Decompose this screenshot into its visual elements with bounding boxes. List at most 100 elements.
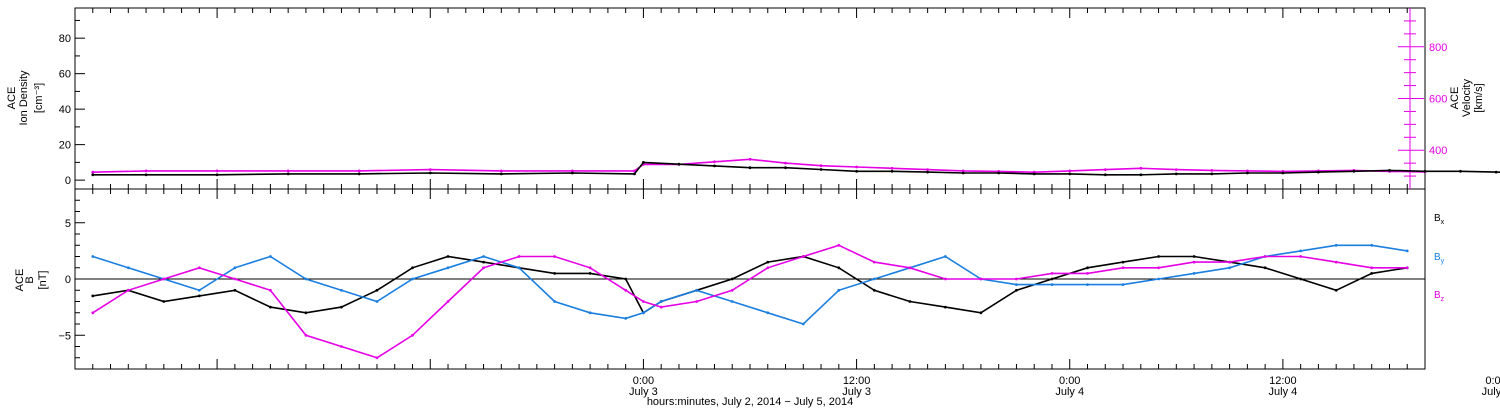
date-tick-label: July 3 (629, 386, 658, 398)
bx-series-point (304, 311, 308, 315)
by-series-point (872, 277, 876, 281)
velocity-tick-label: 400 (1429, 145, 1447, 157)
density-series-point (855, 169, 858, 173)
bz-series-point (304, 333, 308, 337)
date-tick-label: July 4 (1269, 386, 1298, 398)
velocity-series-point (144, 169, 148, 173)
bx-series-point (837, 266, 841, 270)
by-series-point (233, 266, 237, 270)
bx-series-point (1192, 255, 1196, 258)
density-tick-label: 60 (59, 69, 71, 81)
bx-series-point (1157, 255, 1160, 258)
by-series-point (1405, 249, 1409, 253)
density-series-point (428, 171, 432, 175)
velocity-series-point (1103, 168, 1107, 172)
bx-series-point (91, 294, 95, 298)
bz-series-point (1370, 266, 1374, 270)
by-series-point (482, 255, 485, 258)
bz-series-point (801, 255, 805, 258)
velocity-axis-label-line1: ACE (1449, 87, 1461, 110)
bz-series-point (979, 277, 983, 281)
bz-series-point (482, 266, 485, 270)
bz-series-point (197, 266, 201, 270)
bz-series-point (659, 305, 663, 309)
density-series-point (819, 168, 823, 171)
density-series-point (713, 164, 716, 168)
density-series-point (286, 172, 290, 176)
density-series-point (1388, 169, 1391, 172)
by-series-point (517, 266, 521, 270)
velocity-series-point (1210, 169, 1214, 172)
density-series-point (1246, 171, 1249, 175)
density-series-point (890, 169, 894, 173)
top-panel-data (91, 157, 1500, 177)
density-series-point (1139, 173, 1143, 177)
density-tick-label: 40 (59, 104, 71, 116)
bz-series-point (1015, 277, 1018, 281)
density-series-point (926, 170, 929, 174)
bx-series-point (340, 305, 343, 309)
bx-series-point (908, 300, 912, 303)
velocity-series-point (633, 169, 636, 173)
bz-series-point (1086, 272, 1089, 275)
bx-series-point (553, 272, 556, 275)
bz-series-point (588, 266, 592, 270)
b-tick-label: −5 (58, 330, 71, 342)
bz-series-point (766, 266, 770, 270)
by-series-point (197, 288, 201, 292)
by-series-point (1192, 272, 1196, 275)
density-series-point (357, 172, 361, 176)
legend-by: By (1434, 252, 1445, 265)
time-tick-label: 12:00 (843, 375, 871, 387)
density-series-point (1317, 170, 1320, 174)
by-series-point (659, 300, 663, 303)
bx-series-point (411, 266, 414, 270)
bx-series-point (766, 260, 770, 264)
by-series-point (1370, 243, 1374, 247)
density-series-point (997, 171, 1001, 175)
bz-series-point (269, 288, 272, 292)
velocity-series-point (1068, 169, 1072, 173)
bx-series-point (162, 300, 166, 303)
bx-series-point (269, 305, 272, 309)
velocity-series-point (428, 168, 432, 172)
by-series-line (92, 244, 1408, 325)
top-panel-frame (74, 7, 1426, 190)
legend-by-name: B (1434, 252, 1441, 263)
density-series-point (571, 171, 574, 175)
date-tick-label: July 5 (1482, 386, 1500, 398)
bz-series-point (1263, 255, 1267, 258)
time-tick-label: 0:00 (1059, 375, 1080, 387)
bz-series-point (642, 300, 645, 303)
bz-series-point (1299, 255, 1303, 258)
time-tick-label: 12:00 (1269, 375, 1297, 387)
density-series-point (91, 173, 95, 177)
by-series-point (766, 311, 770, 315)
bz-series-point (233, 277, 237, 281)
density-series-line (92, 161, 1500, 176)
bz-series-point (837, 243, 841, 247)
bz-series-point (695, 300, 699, 303)
velocity-series-point (286, 169, 290, 173)
density-tick-label: 20 (59, 140, 71, 152)
by-series-point (553, 300, 556, 303)
bz-series-point (91, 311, 95, 315)
by-series-point (730, 300, 734, 303)
velocity-axis-ticks: 400 600 800 (1398, 8, 1447, 189)
bx-series-point (1086, 266, 1089, 270)
time-tick-label: 0:00 (633, 375, 654, 387)
velocity-tick-label: 600 (1429, 94, 1447, 106)
time-tick-label: 0:00 (1485, 375, 1500, 387)
bz-series-point (908, 266, 912, 270)
bz-series-point (730, 288, 734, 292)
density-series-point (748, 166, 752, 170)
bx-series-point (624, 277, 628, 281)
by-series-point (1086, 283, 1089, 286)
density-axis-ticks: 0 20 40 60 80 (59, 19, 85, 187)
density-series-point (1103, 173, 1107, 177)
density-series-point (1423, 169, 1427, 173)
bz-series-point (872, 260, 876, 264)
density-series-point (215, 173, 219, 177)
by-series-point (642, 311, 645, 315)
